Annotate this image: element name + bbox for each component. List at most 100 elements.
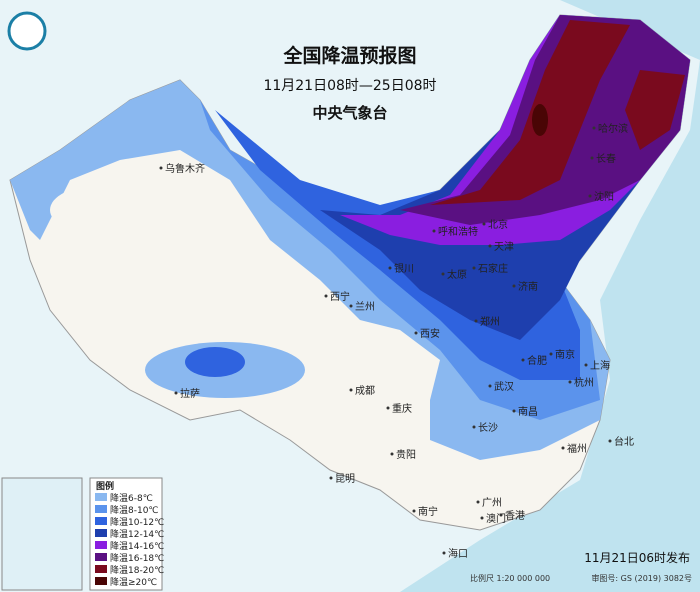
city-label: 济南 — [518, 280, 538, 293]
city-label: 银川 — [394, 262, 414, 275]
zone-gap — [50, 185, 150, 235]
legend-swatch — [95, 565, 107, 573]
city-label: 重庆 — [392, 402, 412, 415]
city-dot — [324, 294, 328, 298]
city-dot — [174, 391, 178, 395]
issued: 11月21日06时发布 — [584, 550, 690, 565]
city-label: 北京 — [488, 218, 508, 231]
city-label: 郑州 — [480, 315, 500, 328]
subtitle: 11月21日08时—25日08时 — [263, 78, 436, 94]
legend-label: 降温8-10℃ — [110, 504, 159, 516]
city-label: 乌鲁木齐 — [165, 162, 205, 175]
city-label: 武汉 — [494, 380, 514, 393]
city-label: 太原 — [447, 268, 467, 281]
city-label: 澳门 — [486, 512, 506, 525]
legend-items: 降温6-8℃降温8-10℃降温10-12℃降温12-14℃降温14-16℃降温1… — [95, 492, 164, 588]
zone-18-20 — [430, 20, 630, 205]
city-dot — [512, 409, 516, 413]
legend-swatch — [95, 541, 107, 549]
city-dot — [584, 363, 588, 367]
city-dot — [159, 166, 163, 170]
city-dot — [592, 126, 596, 130]
city-dot — [499, 513, 503, 517]
city-label: 长春 — [596, 153, 616, 165]
city-dot — [568, 380, 572, 384]
city-dot — [329, 476, 333, 480]
legend-swatch — [95, 553, 107, 561]
inset-map — [1, 477, 83, 591]
legend-swatch — [95, 577, 107, 585]
city-dot — [432, 229, 436, 233]
zone-20 — [532, 104, 548, 136]
city-dot — [388, 266, 392, 270]
city-label: 呼和浩特 — [438, 226, 478, 238]
city-dot — [488, 244, 492, 248]
city-dot — [412, 509, 416, 513]
city-dot — [472, 425, 476, 429]
city-label: 沈阳 — [594, 190, 614, 203]
city-dot — [480, 516, 484, 520]
city-dot — [521, 358, 525, 362]
logo — [7, 11, 47, 51]
legend-label: 降温6-8℃ — [110, 492, 153, 504]
city-label: 南昌 — [518, 405, 538, 418]
zone-18-20 — [625, 70, 685, 150]
city-label: 西安 — [420, 327, 440, 340]
city-dot — [482, 222, 486, 226]
city-label: 海口 — [448, 547, 468, 560]
legend-swatch — [95, 505, 107, 513]
city-label: 香港 — [505, 510, 525, 522]
title: 全国降温预报图 — [282, 44, 416, 67]
city-dot — [474, 319, 478, 323]
city-dot — [390, 452, 394, 456]
city-dot — [349, 304, 353, 308]
approval: 审图号: GS (2019) 3082号 — [591, 573, 692, 583]
city-label: 兰州 — [355, 300, 375, 313]
legend-swatch — [95, 517, 107, 525]
legend-label: 降温16-18℃ — [110, 552, 164, 564]
city-dot — [441, 272, 445, 276]
legend-label: 降温≥20℃ — [110, 576, 157, 588]
city-label: 哈尔滨 — [598, 122, 628, 135]
city-dot — [414, 331, 418, 335]
legend-swatch — [95, 493, 107, 501]
sea — [400, 0, 700, 592]
city-dot — [588, 194, 592, 198]
city-dot — [386, 406, 390, 410]
city-dot — [549, 352, 553, 356]
legend-label: 降温12-14℃ — [110, 528, 164, 540]
city-label: 贵阳 — [396, 448, 416, 461]
scale: 比例尺 1:20 000 000 — [470, 573, 550, 583]
agency: 中央气象台 — [312, 104, 387, 122]
city-dot — [512, 284, 516, 288]
city-label: 杭州 — [574, 376, 594, 389]
legend-title: 图例 — [96, 480, 114, 492]
city-label: 天津 — [494, 241, 514, 253]
legend-label: 降温14-16℃ — [110, 540, 164, 552]
city-label: 昆明 — [335, 473, 355, 485]
city-label: 南宁 — [418, 505, 438, 518]
city-dot — [442, 551, 446, 555]
legend-label: 降温10-12℃ — [110, 516, 164, 528]
city-dot — [349, 388, 353, 392]
city-dot — [561, 446, 565, 450]
city-label: 合肥 — [527, 354, 547, 367]
city-dot — [590, 156, 594, 160]
city-label: 拉萨 — [180, 387, 200, 400]
city-label: 石家庄 — [478, 262, 508, 275]
city-label: 台北 — [614, 435, 634, 448]
legend-swatch — [95, 529, 107, 537]
city-label: 上海 — [590, 359, 610, 372]
city-dot — [472, 266, 476, 270]
city-dot — [608, 439, 612, 443]
city-label: 南京 — [555, 348, 575, 361]
zone-10-12 — [185, 347, 245, 377]
city-label: 西宁 — [330, 290, 350, 303]
city-label: 广州 — [482, 497, 502, 509]
city-label: 福州 — [567, 442, 587, 455]
legend-label: 降温18-20℃ — [110, 564, 164, 576]
city-label: 成都 — [355, 385, 375, 397]
city-dot — [476, 500, 480, 504]
